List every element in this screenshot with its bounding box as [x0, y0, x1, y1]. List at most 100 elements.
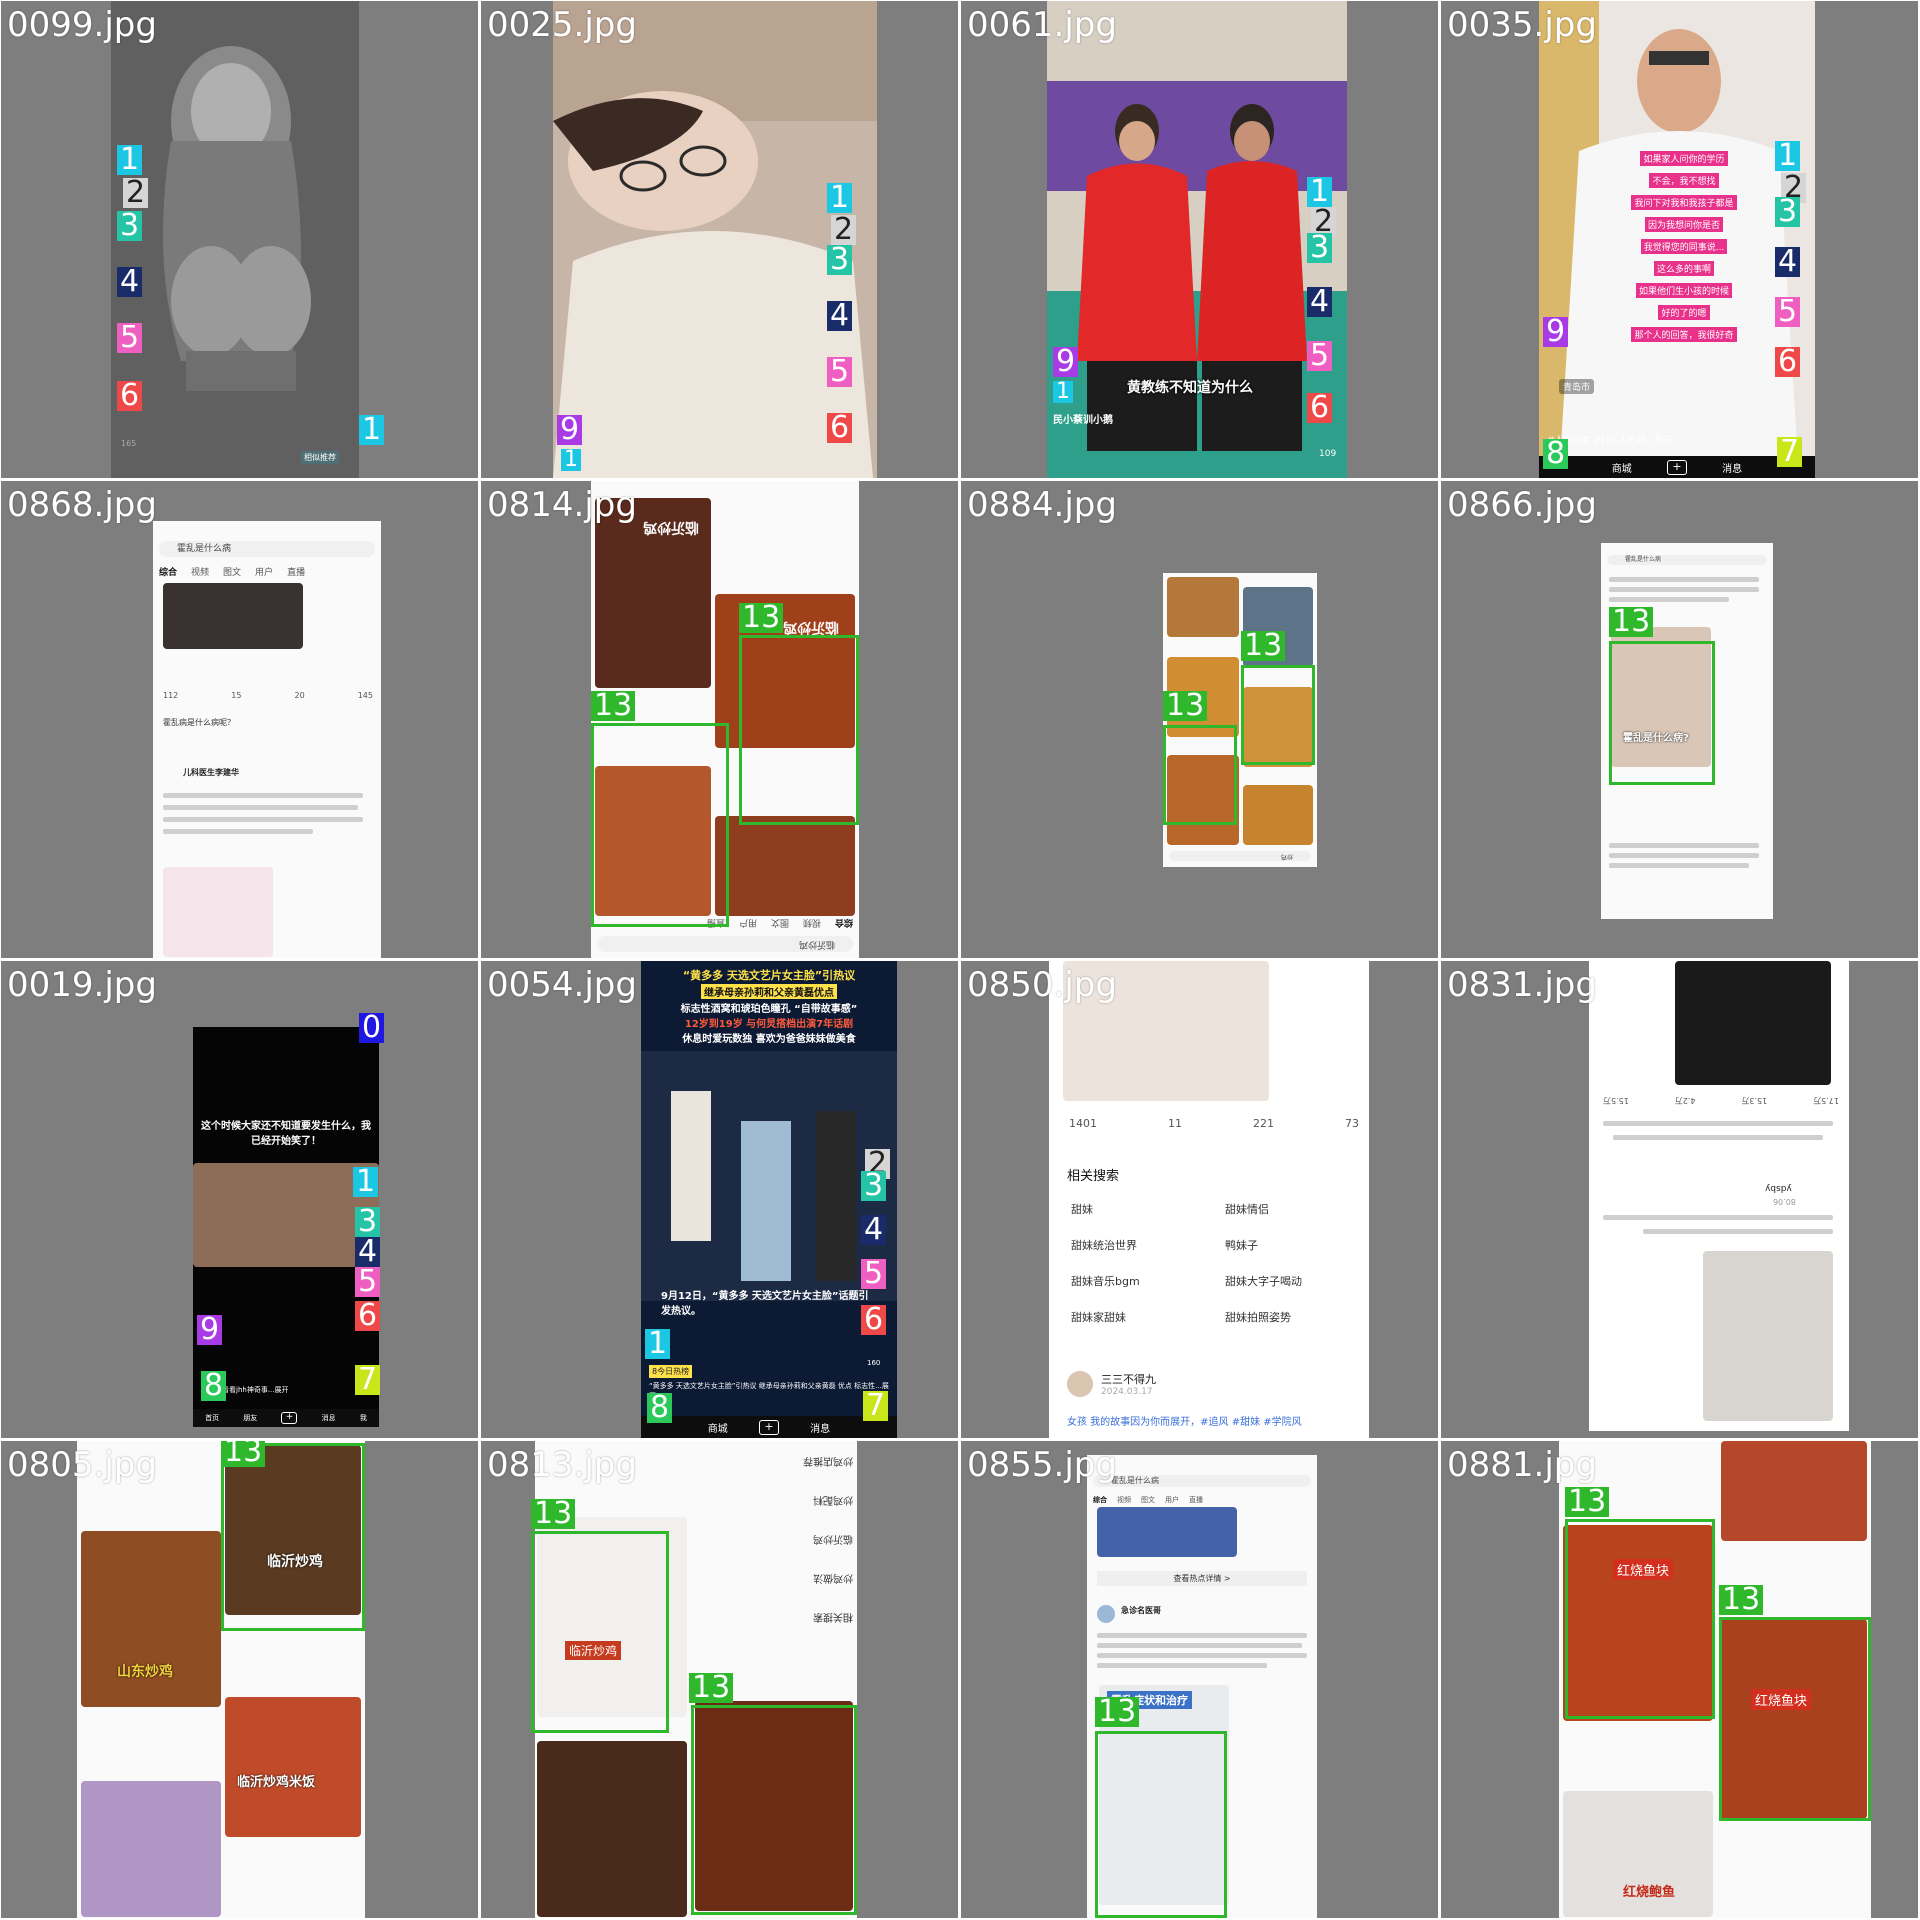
nav-mall[interactable]: 商城: [707, 1423, 728, 1435]
related-item[interactable]: 甜妹大字子喝动: [1225, 1275, 1302, 1288]
related-item[interactable]: 甜妹: [1071, 1203, 1093, 1216]
like-count[interactable]: 112: [163, 691, 179, 700]
food-card[interactable]: [695, 1701, 853, 1911]
food-card[interactable]: [1721, 1441, 1867, 1541]
menu-item[interactable]: 炒鸡做法: [813, 1572, 853, 1583]
nav-messages[interactable]: 消息: [321, 1414, 336, 1422]
related-item[interactable]: 甜妹情侣: [1225, 1203, 1269, 1216]
star-count[interactable]: 20: [294, 691, 305, 700]
related-item[interactable]: 鸭妹子: [1225, 1239, 1258, 1252]
dish-label: 红烧鲍鱼: [1623, 1885, 1676, 1900]
avatar[interactable]: [1067, 1371, 1093, 1397]
marker-1: 1: [645, 1329, 671, 1359]
nav-home[interactable]: 首页: [205, 1414, 220, 1422]
like-count[interactable]: 1401: [1069, 1117, 1097, 1130]
tab-all[interactable]: 综合: [159, 568, 178, 578]
related-item[interactable]: 甜妹音乐bgm: [1071, 1275, 1140, 1288]
menu-item[interactable]: 炒鸡店推荐: [803, 1455, 853, 1466]
food-card[interactable]: [1167, 577, 1239, 637]
tab-post[interactable]: 图文: [223, 568, 242, 578]
search-input[interactable]: 霍乱是什么病: [1093, 1475, 1311, 1487]
video-thumbnail[interactable]: [163, 583, 303, 649]
share-count[interactable]: 73: [1345, 1117, 1359, 1130]
menu-item[interactable]: 炒鸡配料: [813, 1494, 853, 1505]
chef-card[interactable]: [1563, 1791, 1713, 1917]
food-card[interactable]: [1721, 1619, 1867, 1819]
avatar[interactable]: [1097, 1605, 1115, 1623]
tab-live[interactable]: 直播: [287, 568, 306, 578]
marker-box-13: [1241, 665, 1315, 765]
star-count[interactable]: 221: [1253, 1117, 1274, 1130]
search-input[interactable]: 霍乱是什么病: [1607, 555, 1767, 565]
star-count[interactable]: 4.2万: [1674, 1096, 1696, 1105]
nav-plus-button[interactable]: +: [281, 1412, 298, 1424]
description-text[interactable]: “黄多多 天选文艺片女主脸”引热议 继承母亲孙莉和父亲黄磊 优点 标志性...展…: [649, 1382, 889, 1400]
hot-detail-button[interactable]: 查看热点详情 >: [1097, 1571, 1307, 1586]
search-input[interactable]: 临沂炒鸡: [597, 936, 853, 952]
girl-photo[interactable]: [1703, 1251, 1833, 1421]
author-name[interactable]: ydsby: [1765, 1183, 1792, 1193]
video-thumbnail[interactable]: [1611, 627, 1711, 767]
cta-button[interactable]: 相似推荐: [301, 451, 339, 464]
nav-mall[interactable]: 商城: [1611, 463, 1632, 475]
tab-user[interactable]: 用户: [738, 917, 757, 927]
tab-post[interactable]: 图文: [1141, 1496, 1155, 1504]
food-card[interactable]: [225, 1445, 361, 1615]
description-text[interactable]: 大家来看看jhh神奇事...展开: [201, 1386, 289, 1394]
food-card[interactable]: [1563, 1525, 1713, 1721]
doctor-image: [1539, 1, 1815, 478]
description-text[interactable]: #人群分类 #打工人的精...展开: [1547, 436, 1673, 446]
food-card[interactable]: [537, 1741, 687, 1917]
video-thumbnail[interactable]: [1097, 1507, 1237, 1557]
comment-count[interactable]: 15: [231, 691, 242, 700]
tab-post[interactable]: 图文: [770, 917, 789, 927]
tab-video[interactable]: 视频: [802, 917, 821, 927]
chef-card[interactable]: [537, 1517, 687, 1717]
author-name[interactable]: 急诊名医哥: [1121, 1606, 1161, 1615]
video-thumbnail[interactable]: [1063, 961, 1269, 1101]
blurred-image: [163, 867, 273, 957]
tab-video[interactable]: 视频: [191, 568, 210, 578]
video-thumbnail[interactable]: [1675, 961, 1831, 1085]
comment-count[interactable]: 15.3万: [1741, 1096, 1768, 1105]
like-count[interactable]: 17.5万: [1813, 1096, 1839, 1105]
food-card[interactable]: [1243, 785, 1313, 845]
tab-live[interactable]: 直播: [1189, 1496, 1203, 1504]
text-line: [1609, 597, 1729, 602]
nav-plus-button[interactable]: +: [758, 1419, 779, 1435]
post-text[interactable]: 女孩 我的故事因为你而展开，#追风 #甜妹 #学院风: [1067, 1417, 1302, 1428]
food-card[interactable]: [225, 1697, 361, 1837]
nav-messages[interactable]: 消息: [1722, 463, 1743, 475]
location-tag[interactable]: 青岛市: [1559, 379, 1595, 394]
tab-user[interactable]: 用户: [255, 568, 274, 578]
nav-me[interactable]: 我: [359, 1414, 367, 1422]
comment-count[interactable]: 11: [1168, 1117, 1182, 1130]
nav-messages[interactable]: 消息: [810, 1423, 831, 1435]
menu-item[interactable]: 临沂炒鸡: [813, 1533, 853, 1544]
related-item[interactable]: 甜妹拍照姿势: [1225, 1311, 1291, 1324]
share-count[interactable]: 145: [357, 691, 373, 700]
username-text[interactable]: 民小蔡训小鹅: [1053, 415, 1113, 426]
food-card[interactable]: [81, 1781, 221, 1917]
group-photo[interactable]: [193, 1163, 379, 1267]
search-input[interactable]: 霍乱是什么病: [159, 541, 375, 557]
tab-user[interactable]: 用户: [1165, 1496, 1179, 1504]
nav-plus-button[interactable]: +: [1666, 459, 1687, 475]
hot-list-tag[interactable]: 8今日热榜: [649, 1365, 693, 1378]
author-name[interactable]: 儿科医生李建华: [183, 768, 239, 777]
marker-9: 9: [1053, 347, 1079, 377]
marker-2: 2: [1311, 207, 1337, 237]
related-item[interactable]: 甜妹家甜妹: [1071, 1311, 1126, 1324]
food-card[interactable]: [81, 1531, 221, 1707]
tab-all[interactable]: 综合: [1093, 1496, 1107, 1504]
nav-friends[interactable]: 朋友: [243, 1414, 258, 1422]
result-title[interactable]: 霍乱病是什么病呢？: [163, 718, 235, 727]
search-input[interactable]: 炒鸡: [1169, 851, 1311, 861]
tab-all[interactable]: 综合: [834, 917, 853, 927]
menu-item[interactable]: 相关搜索: [813, 1611, 853, 1622]
tab-video[interactable]: 视频: [1117, 1496, 1131, 1504]
share-count[interactable]: 15.5万: [1603, 1096, 1629, 1105]
related-item[interactable]: 甜妹统治世界: [1071, 1239, 1137, 1252]
author-name[interactable]: 三三不得九: [1101, 1373, 1156, 1386]
food-card[interactable]: [715, 816, 855, 916]
